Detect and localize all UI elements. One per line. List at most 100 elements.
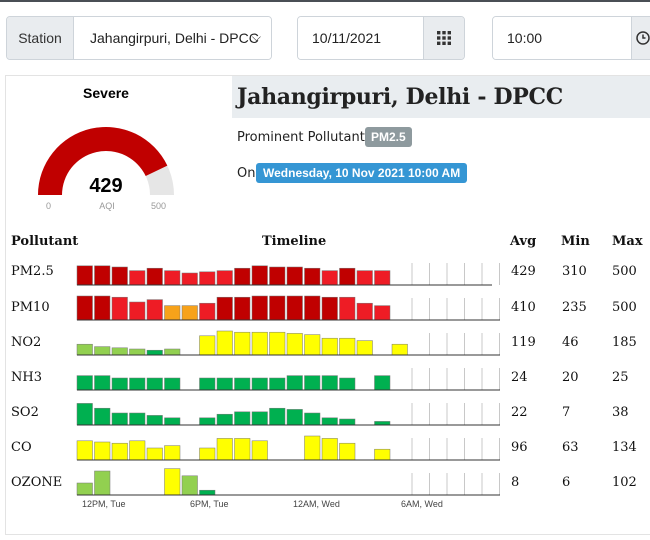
timeline-bar (164, 305, 181, 321)
max-value: 102 (612, 475, 637, 490)
timeline-bar (164, 468, 181, 496)
timeline-bar (146, 377, 163, 391)
date-picker[interactable]: 10/11/2021 (297, 16, 465, 60)
station-selector[interactable]: Station Jahangirpuri, Delhi - DPCC ⌵ (6, 16, 272, 60)
timeline-bar (94, 265, 111, 286)
timeline-bar (76, 343, 93, 356)
top-border (0, 0, 650, 2)
timeline-bar (304, 412, 321, 426)
timeline-bar (269, 377, 286, 391)
calendar-button[interactable] (423, 17, 464, 59)
time-axis-label: 12AM, Wed (293, 499, 340, 509)
timeline-bar (76, 265, 93, 286)
time-axis-label: 6PM, Tue (190, 499, 229, 509)
header-avg: Avg (510, 234, 537, 249)
min-value: 63 (562, 440, 579, 455)
timeline-bar (199, 377, 216, 391)
timeline-bar (339, 337, 356, 356)
timeline-bar (321, 417, 338, 426)
avg-value: 24 (511, 370, 528, 385)
date-input[interactable]: 10/11/2021 (298, 17, 423, 59)
header-timeline: Timeline (262, 234, 327, 249)
timeline-bar (111, 442, 128, 461)
timeline-bar (129, 301, 146, 321)
timeline-bar (286, 295, 303, 321)
max-value: 38 (612, 405, 629, 420)
timeline-bar (374, 421, 391, 426)
timeline-bar (304, 334, 321, 356)
timeline-bar (374, 375, 391, 391)
avg-value: 96 (511, 440, 528, 455)
station-label: Station (7, 17, 74, 59)
pollutant-name: PM10 (11, 300, 50, 315)
timeline-bar (321, 375, 338, 391)
timeline-bar (164, 417, 181, 426)
clock-button[interactable] (631, 17, 650, 59)
timeline-bar (111, 296, 128, 321)
time-input[interactable]: 10:00 (493, 17, 631, 59)
prominent-pollutant-badge: PM2.5 (365, 127, 412, 147)
filter-bar: Station Jahangirpuri, Delhi - DPCC ⌵ 10/… (0, 0, 650, 75)
timeline-bar (286, 375, 303, 391)
timeline-bar (251, 411, 268, 426)
timeline-bar (374, 305, 391, 321)
min-value: 310 (562, 264, 587, 279)
timeline-bar (251, 440, 268, 461)
pollutant-name: OZONE (11, 475, 63, 490)
timeline-bar (129, 377, 146, 391)
timeline-bar (269, 295, 286, 321)
station-title-band (232, 76, 650, 118)
aqi-gauge-arc (38, 126, 174, 195)
timeline-bar (234, 411, 251, 426)
aqi-value: 429 (89, 175, 123, 197)
prominent-pollutant-label: Prominent Pollutant is (237, 130, 380, 145)
avg-value: 119 (511, 335, 536, 350)
time-picker[interactable]: 10:00 (492, 16, 650, 60)
timeline-bar (164, 445, 181, 461)
timeline-bar (129, 348, 146, 356)
timeline-bar (199, 271, 216, 286)
avg-value: 429 (511, 264, 536, 279)
timeline-bar (339, 377, 356, 391)
timeline-bar (321, 337, 338, 356)
timeline-bar (304, 375, 321, 391)
timeline-bar (234, 377, 251, 391)
datetime-badge: Wednesday, 10 Nov 2021 10:00 AM (256, 163, 468, 183)
timeline-bar (111, 412, 128, 426)
timeline-bar (339, 442, 356, 461)
max-value: 500 (612, 300, 637, 315)
timeline-bar (321, 270, 338, 286)
aqi-category: Severe (83, 85, 129, 101)
timeline-bar (216, 330, 233, 356)
timeline-bar (76, 440, 93, 461)
timeline-bar (304, 295, 321, 321)
timeline-bar (146, 447, 163, 461)
timeline-bar (111, 266, 128, 286)
timeline-bar (304, 435, 321, 461)
timeline-bar (356, 302, 373, 321)
min-value: 235 (562, 300, 587, 315)
timeline-bar (286, 333, 303, 356)
pollutant-name: NO2 (11, 335, 42, 350)
station-dropdown[interactable]: Jahangirpuri, Delhi - DPCC ⌵ (74, 17, 271, 59)
timeline-bar (251, 331, 268, 356)
time-axis-label: 12PM, Tue (82, 499, 126, 509)
timeline-bar (94, 295, 111, 321)
timeline-bar (94, 407, 111, 426)
pollutant-name: NH3 (11, 370, 42, 385)
timeline-bar (94, 375, 111, 391)
timeline-bar (146, 299, 163, 321)
timeline-bar (164, 377, 181, 391)
on-label: On (237, 166, 256, 181)
min-value: 20 (562, 370, 579, 385)
header-pollutant: Pollutant (11, 234, 79, 249)
timeline-bar (181, 305, 198, 321)
grid-calendar-icon (437, 31, 451, 45)
time-axis-label: 6AM, Wed (401, 499, 443, 509)
timeline-bar (76, 403, 93, 426)
timeline-bar (339, 267, 356, 286)
timeline-bar (269, 331, 286, 356)
timeline-bar (129, 440, 146, 461)
timeline-bar (374, 448, 391, 461)
timeline-bar (164, 348, 181, 356)
